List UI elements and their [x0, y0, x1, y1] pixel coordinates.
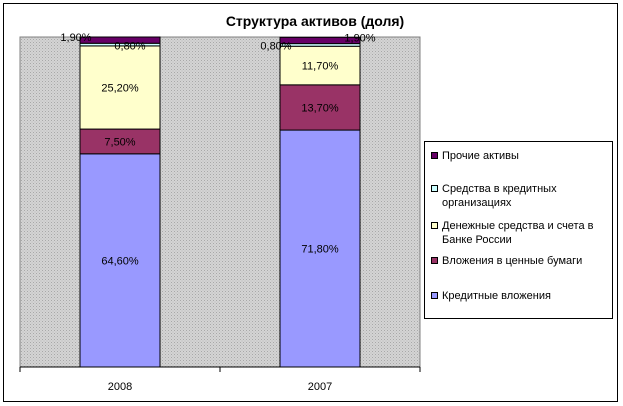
bar-segment — [279, 36, 361, 45]
data-label: 25,20% — [101, 82, 139, 94]
chart-title: Структура активов (доля) — [225, 13, 405, 29]
legend-swatch — [431, 292, 438, 299]
legend-label: Вложения в ценные бумаги — [442, 255, 583, 267]
legend-label: Денежные средства и счета в Банке России — [442, 220, 594, 246]
legend: Прочие активы Средства в кредитных органи… — [424, 141, 613, 319]
data-label: 0,80% — [260, 41, 291, 53]
x-tick-label: 2008 — [108, 381, 132, 393]
data-label: 0,80% — [114, 40, 145, 52]
data-label: 7,50% — [104, 136, 135, 148]
legend-swatch — [431, 185, 438, 192]
legend-label: Прочие активы — [442, 150, 519, 162]
bar-segment — [79, 36, 161, 44]
bar-segment — [79, 128, 161, 155]
data-label: 71,80% — [301, 244, 339, 256]
x-tick-label: 2007 — [308, 381, 332, 393]
data-label: 64,60% — [101, 255, 139, 267]
legend-swatch — [431, 222, 438, 229]
legend-label: Средства в кредитных организациях — [442, 183, 557, 209]
data-label: 1,90% — [344, 32, 375, 44]
data-label: 13,70% — [301, 102, 339, 114]
legend-swatch — [431, 257, 438, 264]
bar-segment — [279, 84, 361, 131]
data-label: 1,90% — [60, 32, 91, 44]
legend-swatch — [431, 152, 438, 159]
legend-label: Кредитные вложения — [442, 290, 551, 302]
bar-segment — [279, 45, 361, 86]
data-label: 11,70% — [302, 61, 339, 73]
bar-segment — [79, 45, 161, 130]
